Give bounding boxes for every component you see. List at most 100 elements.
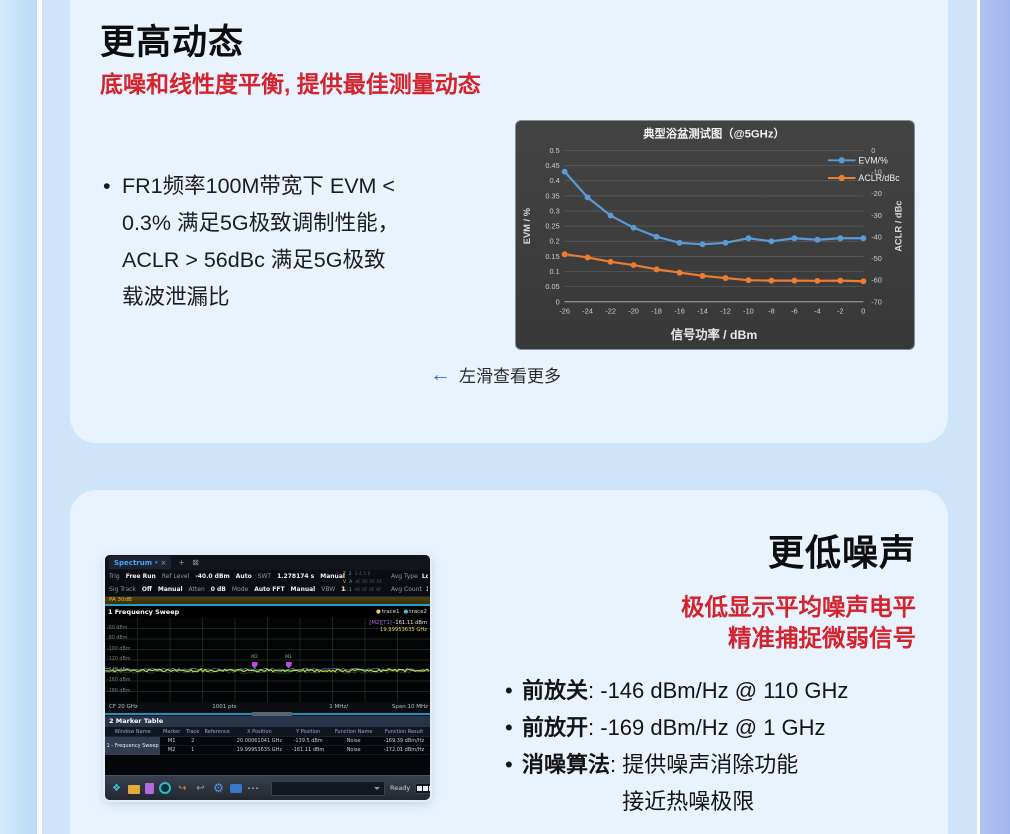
avg-count-value: 1/1 (425, 586, 428, 593)
marker-flag-m1 (285, 661, 292, 669)
sweep-status-bar: CF 20 GHz 1001 pts 1 MHz/ Span 10 MHz (105, 702, 430, 712)
svg-text:-6: -6 (791, 307, 798, 316)
left-edge-divider (37, 0, 42, 834)
marker-table-header: Y Position (287, 727, 330, 737)
y-axis-label: -180 dBm (107, 688, 131, 694)
avg-count-field: Avg Count 1/1 (391, 583, 428, 596)
spectrum-graph: [M2][T1] -161.11 dBm 19.99953635 GHz -60… (105, 618, 430, 702)
toolbar-field: Manual (320, 573, 345, 580)
svg-text:0.1: 0.1 (549, 267, 559, 276)
spec-separator: : (610, 752, 623, 777)
progress-segment (423, 785, 429, 791)
marker-table-header: Window Name (105, 727, 161, 737)
avg-type-value: Logarithmic (421, 573, 428, 580)
lower-noise-title: 更低噪声 (767, 532, 916, 573)
tab-detach-icon: ⊠ (192, 558, 199, 567)
svg-text:0.35: 0.35 (545, 191, 559, 200)
higher-dynamic-title: 更高动态 (100, 23, 245, 62)
separator-line (105, 604, 430, 606)
analyzer-empty-area (105, 755, 430, 775)
marker-table-cell (202, 746, 232, 755)
svg-text:-60: -60 (871, 276, 882, 285)
left-arrow-icon: ← (430, 363, 451, 386)
toolbar-field: Auto (235, 573, 252, 580)
spec-label: 前放关 (522, 678, 589, 703)
view-dropdown (271, 780, 385, 796)
svg-text:-30: -30 (871, 211, 882, 220)
svg-text:-10: -10 (743, 307, 754, 316)
spec-label: 前放开 (522, 715, 589, 740)
marker-table-cell: 19.99953635 GHz (231, 746, 287, 755)
svg-text:EVM/%: EVM/% (858, 155, 888, 165)
marker-table: Window Name Marker Trace Reference X Positio… (105, 727, 430, 755)
toolbar-field: Ref Level (161, 573, 190, 580)
avg-type-label: Avg Type (391, 573, 418, 580)
marker-table-header: Function Name (329, 727, 378, 737)
settings-icon: ⚙ (213, 781, 224, 795)
svg-text:0: 0 (871, 146, 875, 155)
trace-legend-item: ● trace2 (403, 609, 427, 615)
spec-value: -169 dBm/Hz @ 1 GHz (600, 709, 825, 746)
marker-table-cell: 20.00061041 GHz (231, 737, 287, 746)
span-label: Span 10 MHz (391, 704, 428, 710)
analyzer-taskbar: ❖ ↪ ↩ ⚙ ··· Ready (105, 775, 430, 800)
spectrum-analyzer-screenshot[interactable]: Spectrum ▾ × + ⊠ Trig Free Run Ref Level -4… (105, 555, 430, 800)
svg-text:-16: -16 (674, 307, 685, 316)
svg-text:0.3: 0.3 (549, 206, 559, 215)
more-icon: ··· (247, 783, 260, 793)
svg-text:-14: -14 (697, 307, 708, 316)
marker-table-cell: M2 (160, 746, 183, 755)
marker-readout-tag: [M2][T1] (369, 620, 392, 626)
marker-table-cell: -161.11 dBm (287, 746, 330, 755)
toolbar-field: Trig (109, 573, 120, 580)
svg-text:典型浴盆测试图（@5GHz）: 典型浴盆测试图（@5GHz） (643, 127, 785, 141)
marker-table-cell: 1 (183, 746, 203, 755)
swipe-hint[interactable]: ← 左滑查看更多 (430, 362, 561, 387)
svg-text:ACLR / dBc: ACLR / dBc (894, 200, 904, 251)
marker-readout-value: -161.11 dBm (393, 620, 427, 626)
svg-text:-4: -4 (814, 307, 821, 316)
y-axis-label: -140 dBm (107, 667, 131, 673)
higher-dynamic-subtitle: 底噪和线性度平衡, 提供最佳测量动态 (100, 71, 481, 97)
tab-add-icon: + (178, 558, 186, 567)
scale-label: 1 MHz/ (329, 704, 349, 710)
svg-text:-8: -8 (768, 307, 775, 316)
launcher-icon: ❖ (112, 782, 121, 794)
trace-legend-item: ● trace1 (376, 609, 400, 615)
toolbar-row-1: Trig Free Run Ref Level -40.0 dBm Auto SWT 1.2… (105, 570, 348, 583)
marker-table-header: Function Result (378, 727, 430, 737)
spec-value-line: -169 dBm/Hz @ 1 GHz (600, 715, 826, 740)
marker-table-header: Reference (202, 727, 232, 737)
lower-noise-subtitle-1: 极低显示平均噪声电平 (681, 594, 916, 620)
trace-grid-row: S 1 AF AF AF AF (343, 588, 382, 593)
analyzer-tab-bar: Spectrum ▾ × + ⊠ (105, 555, 430, 570)
noise-spec-item: • 消噪算法: 提供噪声消除功能 接近热噪极限 (505, 746, 848, 820)
y-axis-label: -100 dBm (107, 646, 131, 652)
scrollbar-thumb (251, 712, 294, 716)
toolbar-field: Mode (231, 586, 249, 593)
marker-table-header: Marker (160, 727, 183, 737)
svg-text:-18: -18 (651, 307, 662, 316)
marker-table-cell: 2 (183, 737, 203, 746)
progress-segment (429, 785, 430, 791)
right-page-edge (980, 0, 1010, 834)
toolbar-field: 1 Hz (341, 586, 348, 593)
feature-line: 0.3% 满足5G极致调制性能， (122, 211, 400, 235)
lower-noise-text: 更低噪声 极低显示平均噪声电平 精准捕捉微弱信号 (681, 524, 916, 654)
undo-icon: ↩ (196, 782, 205, 794)
bullet-dot: • (505, 752, 513, 777)
toolbar-field: Free Run (125, 573, 156, 580)
spec-value-line: 提供噪声消除功能 (622, 752, 799, 777)
spec-separator: : (588, 715, 601, 740)
marker-table-cell: -172.01 dBm/Hz (378, 746, 430, 755)
svg-text:-2: -2 (837, 307, 844, 316)
center-freq-label: CF 20 GHz (109, 704, 138, 710)
spec-value: -146 dBm/Hz @ 110 GHz (600, 672, 848, 709)
toolbar-field: Auto FFT (254, 586, 285, 593)
marker-table-cell: -139.5 dBm (287, 737, 330, 746)
tab-close-icon: × (160, 558, 167, 567)
folder-icon (128, 784, 140, 794)
window-title: 1 Frequency Sweep (108, 608, 180, 616)
